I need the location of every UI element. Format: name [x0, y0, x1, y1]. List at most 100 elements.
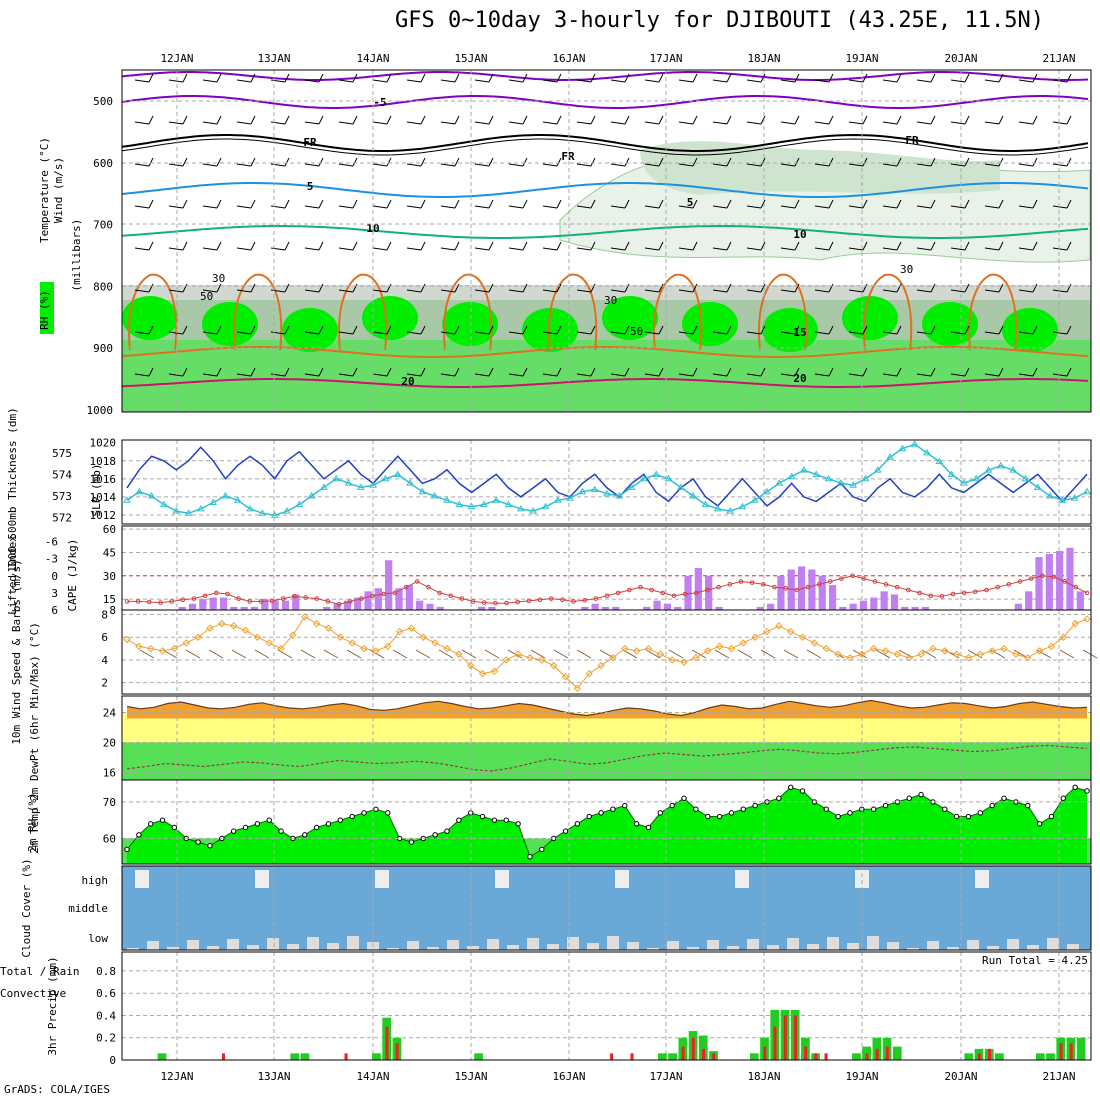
rh2m-point	[385, 810, 391, 816]
rh2m-point	[953, 813, 960, 820]
precip-convective-bar	[875, 1048, 879, 1060]
thickness-point	[332, 474, 341, 482]
wind-speed-point	[182, 639, 190, 647]
wind-barb-flag	[658, 73, 664, 83]
wind-barb-flag	[386, 73, 392, 83]
wind-barb-flag	[998, 73, 1004, 83]
wind-barb-flag	[828, 199, 834, 209]
cloud-level-high: high	[82, 874, 109, 887]
wind-barb-flag	[862, 199, 868, 209]
wind-speed-point	[253, 633, 262, 641]
cape-bar	[178, 606, 186, 610]
wind-barb	[610, 79, 626, 83]
isotherm-label-0: -5	[373, 96, 386, 109]
wind-speed-point	[538, 656, 546, 664]
cloud-high-block	[375, 870, 389, 888]
thickness-point	[283, 507, 291, 514]
wind-barb	[338, 331, 354, 335]
wind-barb-flag	[896, 115, 902, 125]
wind-barb-flag	[148, 199, 154, 209]
rh2m-point	[136, 832, 142, 838]
thickness-point	[1058, 496, 1067, 503]
cape-bar	[395, 588, 403, 610]
precip-convective-bar	[1059, 1043, 1063, 1060]
wind-barb-flag	[1032, 199, 1038, 209]
thickness-point	[935, 457, 944, 465]
wind-barb	[848, 373, 864, 377]
wind-barb	[542, 163, 558, 167]
wind-barb-10m	[254, 649, 270, 659]
wind-barb-flag	[760, 199, 766, 209]
wind-barb-flag	[692, 73, 698, 83]
thickness-point	[1070, 494, 1079, 501]
precip-convective-bar	[701, 1048, 706, 1060]
wind-barb-flag	[386, 199, 392, 209]
wind-barb-flag	[692, 157, 698, 167]
wind-speed-point	[549, 661, 558, 670]
lifted-index-point	[1084, 590, 1090, 596]
wind-barb	[610, 163, 626, 167]
wind-barb	[372, 79, 388, 83]
wind-barb-10m	[852, 649, 868, 659]
thickness-point	[196, 504, 205, 512]
wind-barb-flag	[284, 367, 290, 377]
wind-barb	[950, 373, 966, 377]
wind-barb-flag	[454, 199, 460, 209]
precip-total-bar	[1076, 1037, 1086, 1060]
wind-barb-flag	[590, 367, 596, 377]
lifted-index-point	[571, 599, 576, 604]
precip-convective-bar	[763, 1046, 767, 1060]
wind-barb-flag	[726, 115, 732, 125]
wind-barb-flag	[522, 325, 528, 335]
cape-bar	[901, 606, 909, 610]
wind-barb-flag	[352, 367, 358, 377]
wind-barb	[712, 373, 728, 377]
thickness-point	[787, 472, 796, 480]
ylabel-precip: 3hr Precip (mm)	[46, 956, 59, 1055]
wind-barb-flag	[624, 157, 630, 167]
lifted-index-point	[504, 600, 509, 606]
wind-barb-flag	[726, 283, 732, 293]
cape-bar	[694, 568, 702, 610]
wind-barb-flag	[828, 157, 834, 167]
date-label-bottom-16JAN: 16JAN	[552, 1070, 585, 1083]
thickness-point	[603, 489, 611, 497]
wind-barb-flag	[318, 157, 324, 167]
temp-area	[127, 700, 1087, 719]
wind-speed-point	[561, 673, 570, 681]
lifted-index-point	[493, 600, 498, 606]
date-label-bottom-21JAN: 21JAN	[1042, 1070, 1075, 1083]
precip-convective-bar	[885, 1046, 889, 1060]
lifted-index-point	[336, 601, 342, 607]
wind-barb	[1052, 331, 1068, 335]
thickness-point	[123, 496, 131, 503]
date-label-top-13JAN: 13JAN	[257, 52, 290, 65]
wind-barb	[406, 331, 422, 335]
wind-barb-flag	[828, 325, 834, 335]
wind-speed-point	[1047, 642, 1056, 651]
lifted-index-point	[593, 596, 599, 601]
thickness-point	[590, 485, 599, 493]
lifted-index-point	[850, 573, 855, 579]
rh2m-point	[207, 843, 213, 849]
wind-barb	[950, 121, 966, 125]
wind-speed-point	[976, 650, 985, 658]
precip-tick-0.8: 0.8	[96, 965, 116, 978]
wind-barb-10m	[208, 649, 224, 659]
precip-convective-bar	[977, 1053, 981, 1060]
cloud-low-block	[667, 941, 679, 950]
chart-title: GFS 0~10day 3-hourly for DJIBOUTI (43.25…	[395, 8, 1045, 33]
precip-total-bar	[1046, 1053, 1055, 1060]
wind-barb-flag	[1032, 283, 1038, 293]
wind-barb	[236, 331, 252, 335]
wind-barb	[542, 205, 558, 209]
wind-barb-10m	[369, 649, 385, 659]
cloud-low-block	[427, 947, 439, 950]
wind-barb-flag	[930, 241, 936, 251]
wind-barb-flag	[1066, 73, 1072, 83]
wind-barb-flag	[658, 325, 664, 335]
wind-barb	[338, 205, 354, 209]
wind-barb	[202, 247, 218, 251]
wind-barb-flag	[930, 199, 936, 209]
